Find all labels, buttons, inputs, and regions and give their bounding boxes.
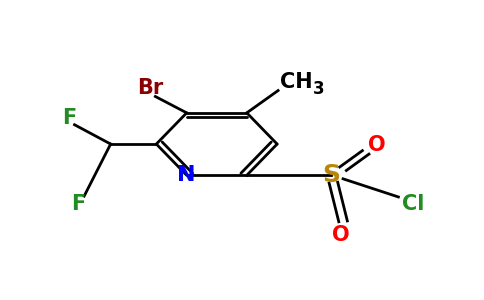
Text: N: N [178,165,196,185]
Text: S: S [322,163,340,187]
Text: CH: CH [280,72,313,92]
Text: F: F [61,108,76,128]
Text: O: O [368,135,386,155]
Text: Br: Br [137,78,164,98]
Text: F: F [71,194,86,214]
Text: Cl: Cl [402,194,424,214]
Text: 3: 3 [313,80,325,98]
Text: O: O [332,225,349,245]
